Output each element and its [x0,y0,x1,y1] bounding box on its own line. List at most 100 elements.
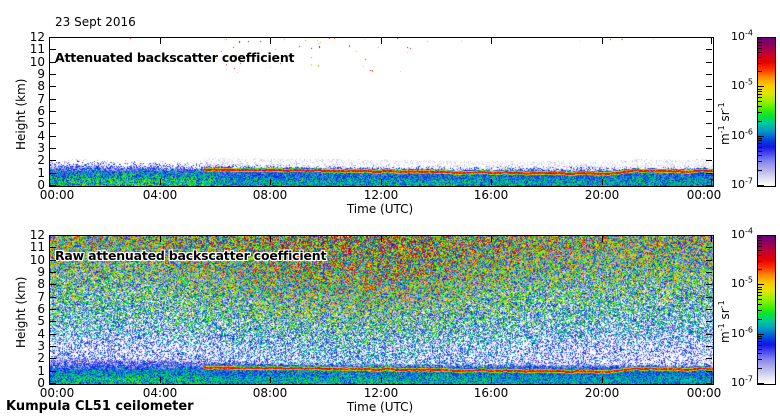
y-tick [50,160,56,161]
x-tick-label: 00:00 [686,386,722,400]
y-tick-label: 0 [37,376,45,390]
colorbar-tick [758,269,762,270]
x-tick [49,38,50,44]
x-tick [491,179,492,185]
colorbar-tick [758,161,762,162]
y-tick-label: 5 [37,314,45,328]
y-tick-label: 7 [37,92,45,106]
y-tick [706,37,712,38]
x-tick-label: 00:00 [39,386,75,400]
y-tick-label: 0 [37,178,45,192]
x-tick [602,179,603,185]
y-tick-label: 8 [37,277,45,291]
colorbar-tick [758,136,764,137]
y-tick [50,297,56,298]
y-tick [706,383,712,384]
x-tick [491,38,492,44]
colorbar-tick-label: 10-4 [731,28,753,43]
colorbar-top[interactable] [757,37,776,187]
colorbar-tick [758,147,762,148]
x-tick-label: 16:00 [473,386,509,400]
y-tick [50,37,56,38]
colorbar-tick [758,368,762,369]
y-tick-label: 5 [37,116,45,130]
x-tick [160,377,161,383]
y-tick [706,260,712,261]
colorbar-tick [758,341,762,342]
x-tick [711,179,712,185]
panel-raw-attenuated-backscatter[interactable]: Raw attenuated backscatter coefficient [49,235,714,385]
colorbar-tick [758,185,764,186]
y-tick [706,346,712,347]
panel-attenuated-backscatter[interactable]: Attenuated backscatter coefficient [49,37,714,187]
y-tick [706,247,712,248]
y-tick [50,123,56,124]
colorbar-tick [758,261,762,262]
x-tick-label: 08:00 [252,386,288,400]
colorbar-tick-label: 10-6 [731,127,753,142]
y-tick [706,185,712,186]
x-tick [381,38,382,44]
colorbar-tick [758,155,762,156]
y-tick-label: 4 [37,129,45,143]
colorbar-tick [758,140,762,141]
y-tick [706,160,712,161]
y-tick [706,49,712,50]
colorbar-tick-label: 10-7 [731,374,753,389]
colorbar-tick [758,289,762,290]
y-tick-label: 11 [29,240,45,254]
colorbar-tick [758,39,762,40]
colorbar-tick [758,151,762,152]
y-tick [706,358,712,359]
colorbar-tick [758,101,762,102]
colorbar-tick [758,334,764,335]
x-tick-label: 04:00 [142,386,178,400]
x-tick-label: 04:00 [142,188,178,202]
colorbar-bottom[interactable] [757,235,776,385]
colorbar-tick-label: 10-7 [731,176,753,191]
x-tick-label: 00:00 [686,188,722,202]
colorbar-bottom-unit-label: m-1 sr-1 [717,300,732,343]
colorbar-tick [758,235,764,236]
colorbar-tick [758,91,762,92]
colorbar-tick [758,240,762,241]
colorbar-tick [758,52,762,53]
colorbar-tick [758,42,762,43]
colorbar-tick [758,121,762,122]
panel-attenuated-backscatter-xlabel: Time (UTC) [346,202,414,216]
x-tick [49,377,50,383]
y-tick [706,371,712,372]
panel-raw-attenuated-backscatter-canvas [50,236,713,384]
y-tick [706,111,712,112]
y-tick-label: 12 [29,30,45,44]
y-tick-label: 6 [37,302,45,316]
colorbar-tick [758,345,762,346]
y-tick [50,272,56,273]
colorbar-tick [758,143,762,144]
colorbar-tick-label: 10-5 [731,77,753,92]
colorbar-tick [758,63,762,64]
y-tick [50,99,56,100]
colorbar-tick [758,170,762,171]
colorbar-top-unit-label: m-1 sr-1 [717,102,732,145]
y-tick [706,62,712,63]
colorbar-tick [758,106,762,107]
colorbar-tick [758,304,762,305]
y-tick [50,136,56,137]
y-tick-label: 3 [37,141,45,155]
x-tick [602,377,603,383]
y-tick-label: 9 [37,265,45,279]
panel-raw-attenuated-backscatter-ylabel: Height (km) [14,276,28,348]
colorbar-tick [758,255,762,256]
colorbar-tick [758,45,762,46]
y-tick [50,260,56,261]
colorbar-tick [758,292,762,293]
x-tick [270,38,271,44]
instrument-label: Kumpula CL51 ceilometer [6,399,194,414]
y-tick [706,136,712,137]
y-tick [706,272,712,273]
colorbar-tick [758,138,762,139]
colorbar-tick [758,338,762,339]
y-tick-label: 1 [37,166,45,180]
